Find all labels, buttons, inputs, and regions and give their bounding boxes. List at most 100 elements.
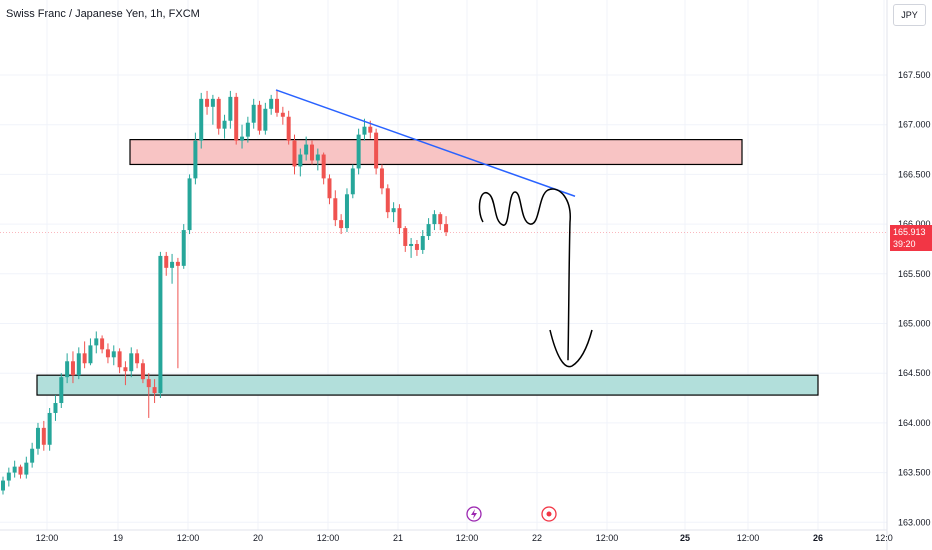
resistance-zone[interactable] xyxy=(129,139,743,166)
candle-up xyxy=(240,136,245,141)
candle-down xyxy=(216,98,221,129)
candle-down xyxy=(135,353,140,364)
candle-up xyxy=(6,472,11,481)
candle-up xyxy=(432,214,437,225)
candle-up xyxy=(65,361,70,378)
candle-up xyxy=(426,224,431,237)
candle-down xyxy=(368,126,373,133)
price-tick-label: 167.000 xyxy=(898,120,931,130)
candle-up xyxy=(245,122,250,137)
event-icons[interactable] xyxy=(466,506,557,522)
candle-down xyxy=(164,255,169,268)
candle-down xyxy=(234,96,239,141)
candle-up xyxy=(344,194,349,229)
price-tick-label: 165.500 xyxy=(898,269,931,279)
candle-down xyxy=(205,98,210,107)
candle-up xyxy=(199,98,204,141)
price-tick-label: 163.000 xyxy=(898,517,931,527)
chart-title: Swiss Franc / Japanese Yen, 1h, FXCM xyxy=(6,8,200,20)
candle-down xyxy=(327,178,332,199)
arrow-head-drawing[interactable] xyxy=(549,329,593,368)
candle-down xyxy=(379,168,384,189)
candle-up xyxy=(251,104,256,123)
price-tick-label: 163.500 xyxy=(898,468,931,478)
time-axis[interactable]: 12:00 19 12:00 20 12:00 21 12:00 22 12:00 25 12:00… xyxy=(0,529,893,543)
candle-up xyxy=(170,261,175,268)
grid-lines xyxy=(0,0,887,530)
candle-up xyxy=(222,120,227,129)
candle-down xyxy=(321,154,326,179)
candle-up xyxy=(315,154,320,161)
candle-up xyxy=(298,154,303,167)
candle-down xyxy=(339,220,344,229)
candle-down xyxy=(309,144,314,161)
last-price-tag: 165.913 39:20 xyxy=(890,225,932,251)
candle-up xyxy=(47,412,52,445)
candle-up xyxy=(158,255,163,394)
candle-down xyxy=(18,466,23,475)
candle-down xyxy=(123,367,128,372)
candle-down xyxy=(286,116,291,141)
time-tick-label: 12:00 xyxy=(317,533,340,543)
time-tick-label: 19 xyxy=(113,533,123,543)
time-tick-label: 22 xyxy=(532,533,542,543)
support-zone[interactable] xyxy=(36,374,819,396)
candle-down xyxy=(140,363,145,380)
candle-up xyxy=(391,208,396,213)
candle-down xyxy=(275,98,280,113)
candle-up xyxy=(129,353,134,372)
candle-up xyxy=(187,178,192,231)
candle-down xyxy=(105,349,110,358)
candle-up xyxy=(210,98,215,107)
time-tick-label: 26 xyxy=(813,533,823,543)
candle-down xyxy=(117,351,122,368)
candle-down xyxy=(438,214,443,225)
trend-line[interactable] xyxy=(275,89,576,197)
candle-up xyxy=(356,134,361,169)
time-tick-label: 12:00 xyxy=(177,533,200,543)
candle-down xyxy=(397,208,402,229)
candle-down xyxy=(100,338,105,350)
time-tick-label: 12:00 xyxy=(36,533,59,543)
projected-path-drawing[interactable] xyxy=(478,188,571,361)
last-price-value: 165.913 xyxy=(893,227,926,237)
candle-down xyxy=(385,188,390,213)
time-tick-label: 12:0 xyxy=(875,533,893,543)
candle-down xyxy=(70,361,75,376)
time-tick-label: 25 xyxy=(680,533,690,543)
candle-up xyxy=(420,236,425,250)
currency-button[interactable]: JPY xyxy=(893,4,926,26)
record-event-icon[interactable] xyxy=(541,506,557,522)
price-tick-label: 166.000 xyxy=(898,219,931,229)
candle-up xyxy=(181,230,186,266)
candle-up xyxy=(24,462,29,475)
time-tick-label: 12:00 xyxy=(456,533,479,543)
candle-down xyxy=(280,112,285,117)
candle-down xyxy=(175,261,180,266)
candle-down xyxy=(257,104,262,131)
candle-up xyxy=(35,427,40,449)
candle-up xyxy=(53,403,58,413)
candle-down xyxy=(374,132,379,169)
candle-down xyxy=(444,224,449,233)
lightning-event-icon[interactable] xyxy=(466,506,482,522)
candle-down xyxy=(82,353,87,364)
drawings xyxy=(275,89,593,368)
price-axis[interactable]: 167.500 167.000 166.500 166.000 165.500 165.0… xyxy=(886,0,931,550)
zones xyxy=(36,139,819,396)
price-tick-label: 164.500 xyxy=(898,368,931,378)
candle-up xyxy=(304,144,309,155)
candle-up xyxy=(350,168,355,195)
candle-up xyxy=(12,466,17,473)
candle-down xyxy=(41,427,46,445)
time-tick-label: 12:00 xyxy=(737,533,760,543)
price-tick-label: 164.000 xyxy=(898,418,931,428)
candle-down xyxy=(414,243,419,250)
candle-up xyxy=(88,345,93,364)
candle-up xyxy=(59,377,64,404)
candle-up xyxy=(409,243,414,246)
candle-up xyxy=(76,353,81,376)
candle-up xyxy=(362,126,367,135)
candle-up xyxy=(228,96,233,121)
